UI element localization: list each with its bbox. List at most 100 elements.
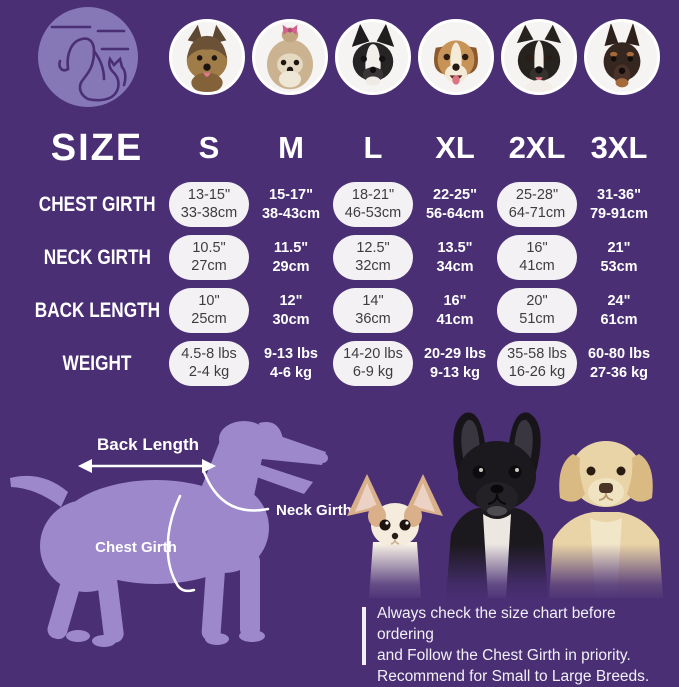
- size-cell-3xl: 24" 61cm: [578, 284, 660, 337]
- value-inches: 14": [362, 293, 384, 310]
- value-cm: 6-9 kg: [352, 363, 394, 380]
- dog-and-cat-logo-icon: [50, 25, 130, 102]
- value-cm: 36cm: [355, 310, 391, 327]
- value-cm: 53cm: [600, 258, 638, 275]
- value-cm: 27cm: [191, 257, 227, 274]
- dog-silhouette-icon: [10, 421, 328, 647]
- size-cell-l: 14" 36cm: [332, 284, 414, 337]
- value-text: 24" 61cm: [600, 292, 637, 328]
- neck-girth-annotation: Neck Girth: [202, 470, 352, 519]
- value-pill: 35-58 lbs 16-26 kg: [497, 341, 577, 386]
- value-pill: 10" 25cm: [169, 288, 249, 333]
- size-cell-m: 12" 30cm: [250, 284, 332, 337]
- value-cm: 79-91cm: [589, 205, 649, 222]
- column-header-m: M: [278, 130, 304, 165]
- value-inches: 16": [526, 240, 548, 257]
- value-inches: 10": [198, 293, 220, 310]
- value-cm: 32cm: [355, 257, 391, 274]
- size-cell-xl: 16" 41cm: [414, 284, 496, 337]
- value-text: 31-36" 79-91cm: [590, 186, 648, 222]
- value-cm: 2-4 kg: [188, 363, 230, 380]
- value-text: 16" 41cm: [436, 292, 473, 328]
- value-text: 15-17" 38-43cm: [262, 186, 320, 222]
- value-cm: 64-71cm: [508, 204, 566, 221]
- size-cell-s: 4.5-8 lbs 2-4 kg: [168, 337, 250, 390]
- value-cm: 46-53cm: [344, 204, 402, 221]
- value-pill: 10.5" 27cm: [169, 235, 249, 280]
- note-line: Always check the size chart before order…: [377, 605, 616, 643]
- breed-photo-doberman: [584, 19, 660, 95]
- value-inches: 12.5": [356, 240, 390, 257]
- brand-logo: [38, 7, 138, 107]
- value-text: 13.5" 34cm: [436, 239, 473, 275]
- value-cm: 9-13 kg: [430, 364, 480, 381]
- value-inches: 14-20 lbs: [343, 346, 403, 363]
- photo-fade-gradient: [340, 544, 670, 602]
- value-pill: 14" 36cm: [333, 288, 413, 333]
- value-inches: 31-36": [597, 187, 641, 204]
- size-cell-s: 13-15" 33-38cm: [168, 178, 250, 231]
- breed-photo-beagle: [418, 19, 494, 95]
- size-cell-m: 15-17" 38-43cm: [250, 178, 332, 231]
- column-header-3xl: 3XL: [590, 130, 648, 165]
- value-pill: 25-28" 64-71cm: [497, 182, 577, 227]
- breed-photo-boston-terrier: [335, 19, 411, 95]
- value-inches: 13.5": [437, 240, 473, 257]
- row-label-text: CHEST GIRTH: [38, 192, 156, 216]
- size-table: SIZE S M L XL 2XL 3XL CHEST GIRTH 13-15" 33-38cm 1…: [26, 118, 660, 390]
- row-label-text: BACK LENGTH: [34, 298, 160, 322]
- column-header-2xl: 2XL: [508, 130, 566, 165]
- value-cm: 16-26 kg: [508, 363, 566, 380]
- size-cell-3xl: 31-36" 79-91cm: [578, 178, 660, 231]
- size-cell-l: 12.5" 32cm: [332, 231, 414, 284]
- value-inches: 20": [526, 293, 548, 310]
- value-inches: 18-21": [351, 187, 395, 204]
- value-inches: 24": [607, 293, 631, 310]
- row-label-text: NECK GIRTH: [43, 245, 151, 269]
- chest-girth-annotation: Chest Girth: [95, 494, 196, 593]
- value-text: 11.5" 29cm: [272, 239, 309, 275]
- row-label-neck-girth: NECK GIRTH: [26, 231, 168, 284]
- size-cell-l: 14-20 lbs 6-9 kg: [332, 337, 414, 390]
- measurement-diagram: Back Length Neck Girth Chest Girth: [10, 421, 352, 647]
- value-cm: 51cm: [519, 310, 555, 327]
- row-label-text: WEIGHT: [62, 351, 132, 375]
- value-inches: 13-15": [187, 187, 231, 204]
- value-inches: 35-58 lbs: [507, 346, 567, 363]
- column-header-s: S: [198, 130, 220, 165]
- size-cell-s: 10.5" 27cm: [168, 231, 250, 284]
- value-text: 60-80 lbs 27-36 kg: [588, 345, 650, 381]
- value-pill: 16" 41cm: [497, 235, 577, 280]
- value-cm: 25cm: [191, 310, 227, 327]
- doberman-icon: [603, 22, 641, 88]
- value-text: 20-29 lbs 9-13 kg: [424, 345, 486, 381]
- value-inches: 11.5": [273, 240, 309, 257]
- boston-terrier-icon: [351, 23, 395, 86]
- row-label-chest-girth: CHEST GIRTH: [26, 178, 168, 231]
- value-inches: 25-28": [515, 187, 559, 204]
- beagle-icon: [433, 40, 479, 85]
- value-cm: 41cm: [436, 311, 474, 328]
- size-cell-3xl: 21" 53cm: [578, 231, 660, 284]
- value-cm: 4-6 kg: [270, 364, 312, 381]
- chest-girth-line: [166, 494, 196, 593]
- size-cell-m: 11.5" 29cm: [250, 231, 332, 284]
- value-text: 21" 53cm: [600, 239, 637, 275]
- value-inches: 20-29 lbs: [423, 346, 487, 363]
- size-cell-2xl: 25-28" 64-71cm: [496, 178, 578, 231]
- value-text: 9-13 lbs 4-6 kg: [264, 345, 318, 381]
- value-inches: 12": [279, 293, 303, 310]
- column-header-xl: XL: [435, 130, 475, 165]
- value-text: 22-25" 56-64cm: [426, 186, 484, 222]
- size-cell-2xl: 20" 51cm: [496, 284, 578, 337]
- value-cm: 27-36 kg: [589, 364, 649, 381]
- size-cell-s: 10" 25cm: [168, 284, 250, 337]
- size-cell-3xl: 60-80 lbs 27-36 kg: [578, 337, 660, 390]
- value-inches: 21": [607, 240, 631, 257]
- value-pill: 12.5" 32cm: [333, 235, 413, 280]
- border-collie-icon: [516, 24, 562, 92]
- chest-girth-label: Chest Girth: [95, 539, 177, 556]
- value-cm: 56-64cm: [425, 205, 485, 222]
- ordering-note: Always check the size chart before order…: [362, 603, 668, 687]
- value-cm: 34cm: [436, 258, 474, 275]
